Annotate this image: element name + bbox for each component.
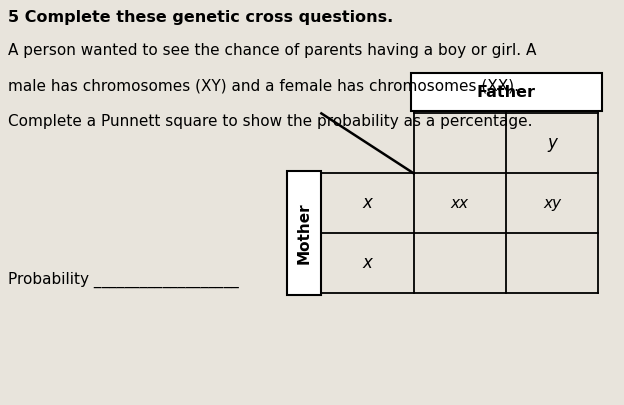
Text: xx: xx [451,196,469,211]
Text: 5 Complete these genetic cross questions.: 5 Complete these genetic cross questions… [8,10,393,25]
Text: xy: xy [544,196,561,211]
Text: x: x [363,194,373,212]
Text: Mother: Mother [296,202,312,264]
FancyBboxPatch shape [287,171,321,295]
Text: y: y [547,134,557,152]
FancyBboxPatch shape [411,73,602,111]
Text: x: x [363,254,373,272]
Text: Complete a Punnett square to show the probability as a percentage.: Complete a Punnett square to show the pr… [8,114,533,129]
Text: A person wanted to see the chance of parents having a boy or girl. A: A person wanted to see the chance of par… [8,43,537,58]
Text: Father: Father [477,85,535,100]
Text: male has chromosomes (XY) and a female has chromosomes (XX).: male has chromosomes (XY) and a female h… [8,78,519,93]
Text: Probability ___________________: Probability ___________________ [8,271,239,288]
